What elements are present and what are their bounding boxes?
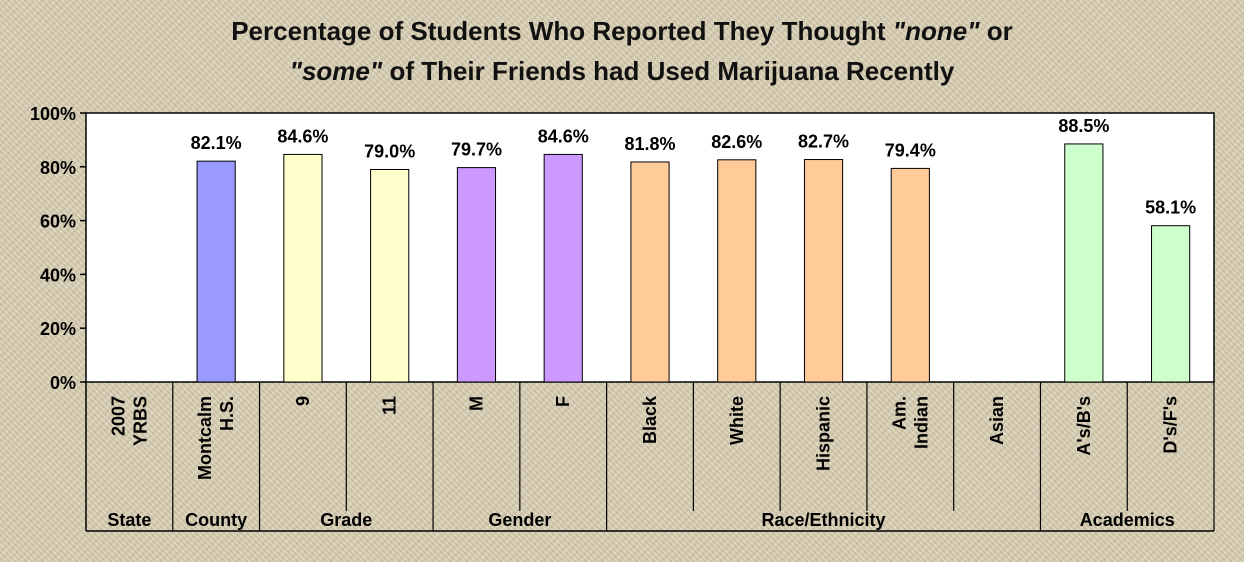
y-tick-label: 80% — [40, 158, 76, 178]
data-label: 79.0% — [364, 141, 415, 161]
y-tick-label: 100% — [30, 104, 76, 124]
group-label: Grade — [320, 510, 372, 530]
category-label: 11 — [380, 396, 400, 415]
group-label: County — [185, 510, 247, 530]
bar — [370, 168, 410, 383]
group-label: Race/Ethnicity — [762, 510, 886, 530]
category-label: Asian — [987, 396, 1007, 445]
group-label: Academics — [1080, 510, 1175, 530]
category-label: YRBS — [130, 396, 150, 446]
group-label: Gender — [488, 510, 551, 530]
chart-title-segment: "none" — [892, 16, 980, 46]
category-label: A's/B's — [1074, 396, 1094, 456]
category-label: F — [553, 396, 573, 407]
group-label: State — [107, 510, 151, 530]
chart-title-segment: Percentage of Students Who Reported They… — [231, 16, 893, 46]
data-label: 84.6% — [277, 126, 328, 146]
category-label: Black — [640, 395, 660, 444]
chart-title-segment: of Their Friends had Used Marijuana Rece… — [382, 56, 955, 86]
category-label: White — [727, 396, 747, 445]
bar — [1064, 143, 1104, 383]
category-label: Montcalm — [195, 396, 215, 480]
category-label: Indian — [911, 396, 931, 449]
chart-title-line-1: Percentage of Students Who Reported They… — [0, 16, 1244, 47]
category-label: 2007 — [108, 396, 128, 436]
y-tick-label: 40% — [40, 265, 76, 285]
bar — [283, 153, 323, 383]
category-label: Hispanic — [814, 396, 834, 471]
category-label: 9 — [293, 396, 313, 406]
data-label: 82.7% — [798, 132, 849, 152]
bar — [543, 153, 583, 383]
data-label: 81.8% — [624, 134, 675, 154]
category-label: D's/F's — [1161, 396, 1181, 454]
category-label: H.S. — [217, 396, 237, 431]
data-label: 58.1% — [1145, 198, 1196, 218]
bar — [630, 161, 670, 383]
bar — [196, 160, 236, 383]
data-label: 79.4% — [885, 140, 936, 160]
bar — [1151, 225, 1191, 383]
data-label: 82.1% — [191, 133, 242, 153]
category-label: M — [466, 396, 486, 411]
data-label: 88.5% — [1058, 116, 1109, 136]
bar — [890, 167, 930, 383]
bar — [803, 159, 844, 383]
bar — [717, 159, 757, 383]
chart-title-line-2: "some" of Their Friends had Used Marijua… — [0, 56, 1244, 87]
category-label: Am. — [889, 396, 909, 430]
data-label: 82.6% — [711, 132, 762, 152]
data-label: 84.6% — [538, 126, 589, 146]
chart-title-segment: or — [979, 16, 1013, 46]
chart-title-segment: "some" — [289, 56, 383, 86]
y-tick-label: 20% — [40, 319, 76, 339]
y-tick-label: 60% — [40, 212, 76, 232]
data-label: 79.7% — [451, 140, 502, 160]
bar — [456, 167, 497, 383]
y-tick-label: 0% — [50, 373, 76, 393]
